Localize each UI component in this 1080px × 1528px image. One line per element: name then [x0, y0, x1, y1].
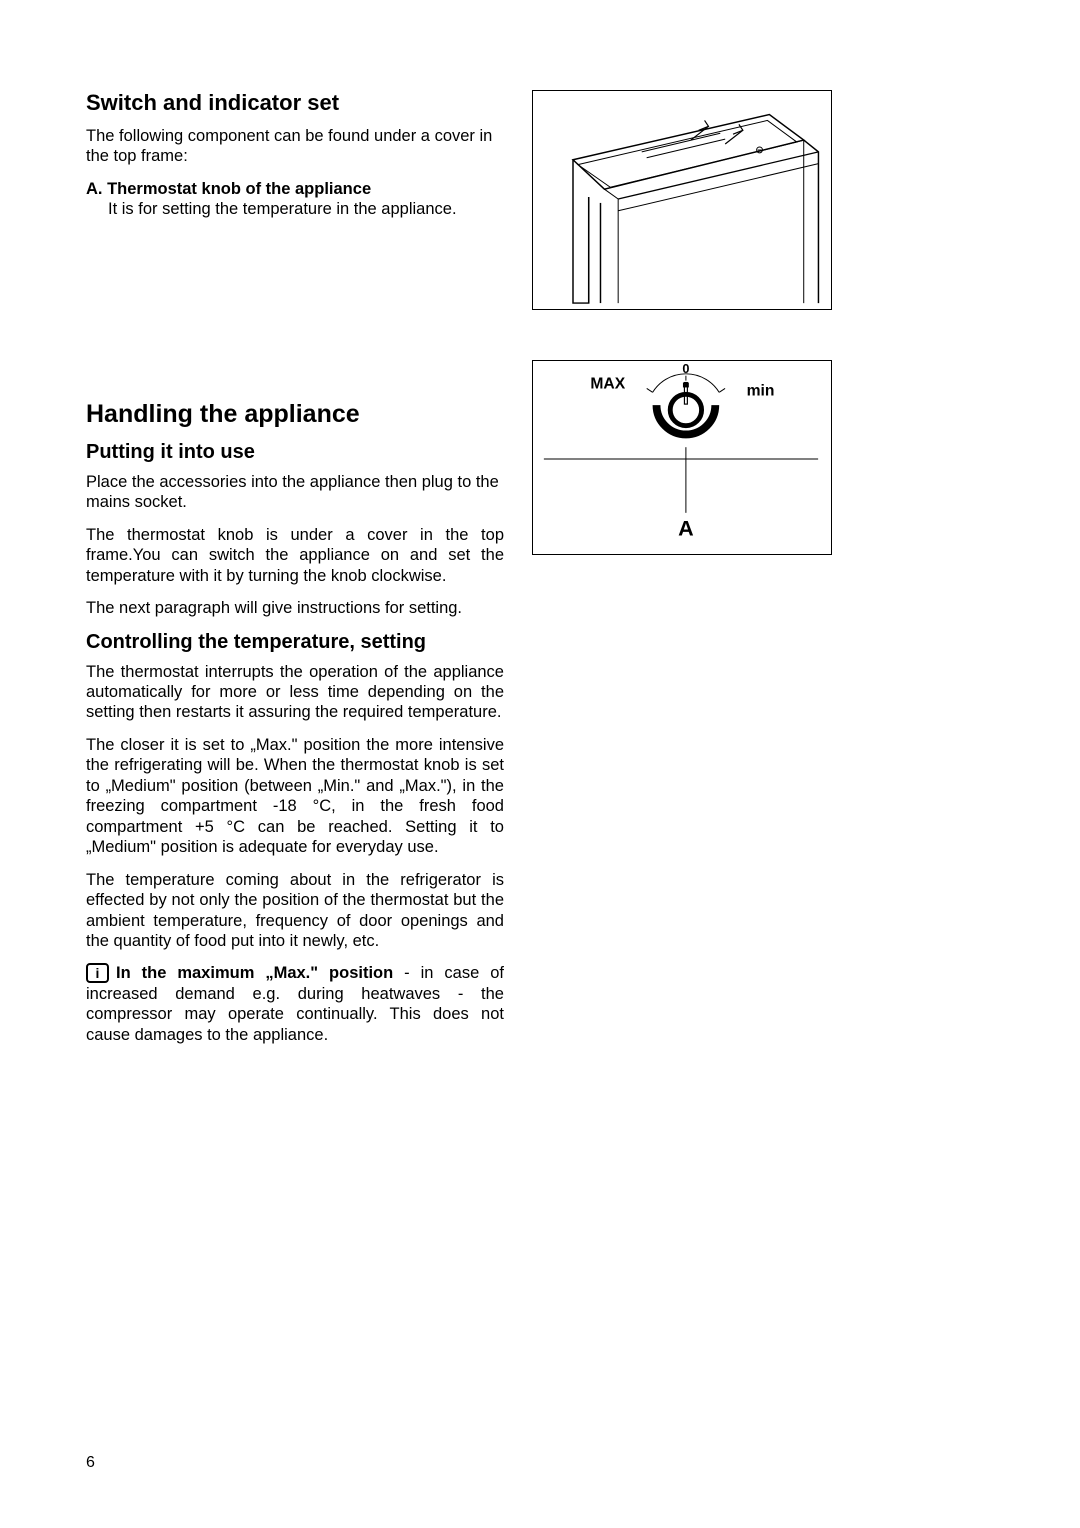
page-number: 6 [86, 1454, 95, 1472]
putting-use-heading: Putting it into use [86, 441, 504, 464]
dial-min: min [747, 382, 775, 399]
thermostat-label: A. Thermostat knob of the appliance [86, 179, 504, 199]
dial-letter: A [678, 516, 694, 540]
controlling-heading: Controlling the temperature, setting [86, 631, 504, 654]
appliance-top-figure [532, 90, 832, 310]
info-note: i In the maximum „Max." position - in ca… [86, 963, 504, 1045]
controlling-p1: The thermostat interrupts the operation … [86, 662, 504, 723]
dial-max: MAX [590, 375, 625, 392]
thermostat-dial-figure: 0 MAX min A [532, 360, 832, 555]
putting-use-p1: Place the accessories into the appliance… [86, 472, 504, 513]
info-prefix: In the maximum „Max." position [116, 964, 393, 982]
putting-use-p3: The next paragraph will give instruction… [86, 598, 504, 618]
section1-heading: Switch and indicator set [86, 90, 504, 116]
info-icon: i [86, 963, 109, 983]
putting-use-p2: The thermostat knob is under a cover in … [86, 525, 504, 586]
info-text: In the maximum „Max." position - in case… [86, 963, 504, 1045]
thermostat-body: It is for setting the temperature in the… [108, 199, 504, 219]
section1-intro: The following component can be found und… [86, 126, 504, 167]
controlling-p3: The temperature coming about in the refr… [86, 870, 504, 952]
dial-zero: 0 [682, 361, 689, 376]
thermostat-item: A. Thermostat knob of the appliance It i… [86, 179, 504, 220]
controlling-p2: The closer it is set to „Max." position … [86, 735, 504, 858]
section2-heading: Handling the appliance [86, 400, 504, 429]
